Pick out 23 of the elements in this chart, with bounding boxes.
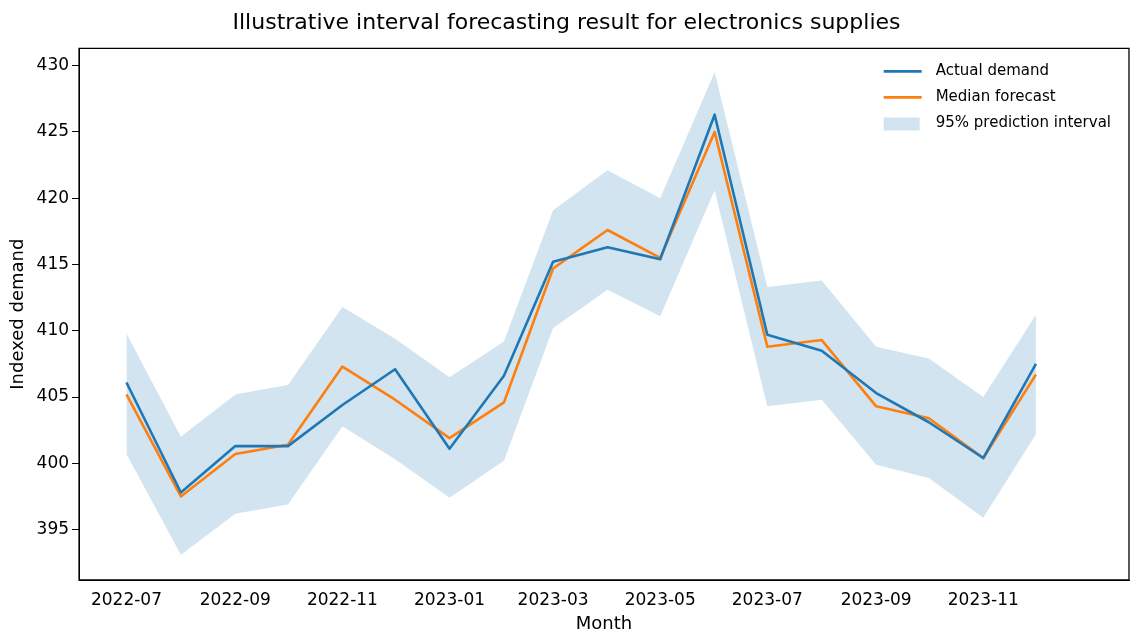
x-tick-label: 2022-11	[306, 588, 378, 609]
x-tick-label: 2023-03	[517, 588, 589, 609]
x-tick-label: 2023-09	[840, 588, 912, 609]
y-tick-label: 410	[36, 319, 70, 340]
x-tick-label: 2023-07	[731, 588, 803, 609]
y-tick-label: 395	[36, 518, 70, 539]
y-axis-title: Indexed demand	[6, 238, 28, 390]
x-tick-label: 2022-09	[199, 588, 271, 609]
y-tick-label: 430	[36, 54, 70, 75]
y-tick-label: 420	[36, 186, 70, 207]
x-tick-label: 2023-01	[414, 588, 486, 609]
y-tick-label: 415	[36, 252, 70, 273]
x-tick-label: 2023-05	[624, 588, 696, 609]
y-tick-label: 425	[36, 120, 70, 141]
y-tick-label: 400	[36, 451, 70, 472]
y-tick-label: 405	[36, 385, 70, 406]
legend-label: 95% prediction interval	[935, 113, 1112, 132]
x-axis-title: Month	[575, 611, 633, 633]
x-tick-label: 2022-07	[90, 588, 162, 609]
legend-label: Median forecast	[935, 87, 1056, 106]
chart-title: Illustrative interval forecasting result for electronics supplies	[232, 8, 901, 34]
x-tick-label: 2023-11	[947, 588, 1019, 609]
legend-label: Actual demand	[935, 61, 1050, 80]
